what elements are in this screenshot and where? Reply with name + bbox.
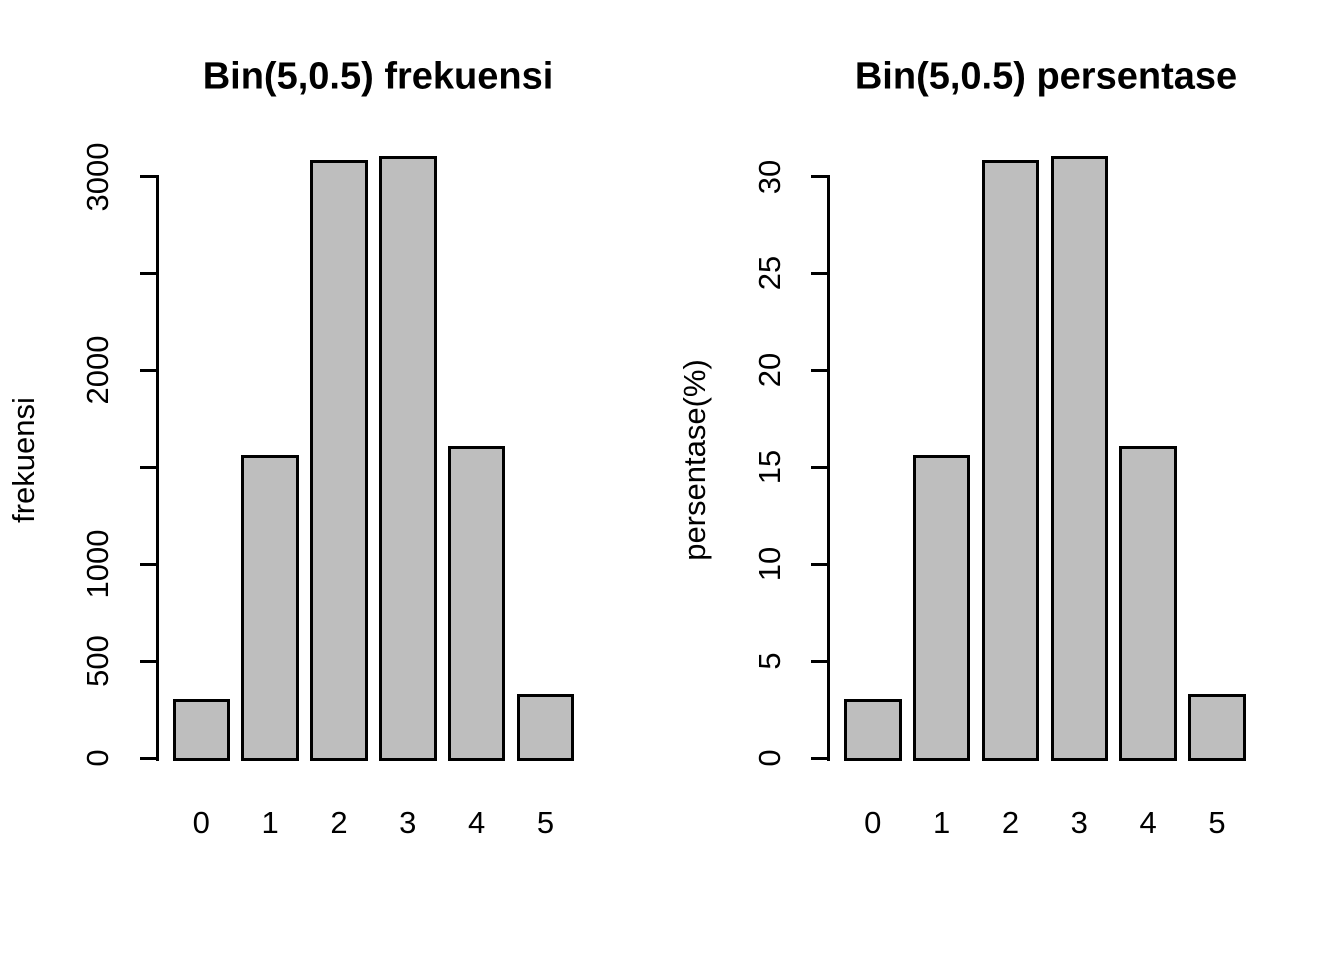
x-tick-label: 2 xyxy=(330,805,348,840)
x-tick-label: 4 xyxy=(468,805,486,840)
bar-4 xyxy=(1119,445,1177,761)
y-axis-tick xyxy=(811,271,827,275)
y-tick-label: 20 xyxy=(751,353,787,388)
y-axis-label-percentage: persentase(%) xyxy=(677,359,712,561)
y-tick-label: 500 xyxy=(80,635,115,687)
y-tick-label: 5 xyxy=(751,652,787,670)
y-axis-tick xyxy=(811,175,827,178)
y-tick-label: 10 xyxy=(751,546,787,582)
bar-2 xyxy=(981,160,1040,761)
bar-5 xyxy=(516,694,575,761)
bar-4 xyxy=(447,445,506,761)
y-axis-tick xyxy=(139,756,156,760)
x-tick-label: 4 xyxy=(1139,805,1157,840)
y-tick-label: 3000 xyxy=(80,142,115,211)
bar-0 xyxy=(172,698,230,761)
y-tick-label: 30 xyxy=(751,159,787,194)
bar-1 xyxy=(912,454,971,761)
x-tick-label: 0 xyxy=(192,805,210,840)
x-tick-label: 5 xyxy=(1208,805,1226,840)
y-tick-label: 25 xyxy=(751,256,787,291)
y-axis-line xyxy=(155,175,159,761)
y-axis-tick xyxy=(811,659,827,663)
y-axis-tick xyxy=(139,175,156,178)
bar-1 xyxy=(241,454,299,761)
y-tick-label: 0 xyxy=(751,749,787,767)
y-tick-label: 2000 xyxy=(80,335,115,405)
y-axis-tick xyxy=(139,562,156,566)
y-axis-tick xyxy=(139,659,156,663)
y-tick-label: 1000 xyxy=(80,529,115,599)
x-tick-label: 5 xyxy=(536,805,555,840)
bar-5 xyxy=(1188,694,1246,761)
y-axis-tick xyxy=(139,368,156,372)
y-tick-label: 15 xyxy=(751,450,787,485)
y-axis-tick xyxy=(139,271,156,275)
bar-2 xyxy=(310,160,368,761)
bar-0 xyxy=(844,698,902,761)
chart-title-percentage: Bin(5,0.5) persentase xyxy=(854,55,1238,98)
y-axis-tick xyxy=(811,756,827,760)
x-tick-label: 2 xyxy=(1001,805,1020,840)
y-axis-tick xyxy=(811,465,827,469)
x-tick-label: 3 xyxy=(1070,805,1088,840)
chart-title-frequency: Bin(5,0.5) frekuensi xyxy=(202,55,554,98)
x-tick-label: 1 xyxy=(261,805,279,840)
y-tick-label: 0 xyxy=(80,749,115,767)
bar-3 xyxy=(379,156,437,761)
x-tick-label: 1 xyxy=(932,805,951,840)
y-axis-tick xyxy=(811,562,827,566)
x-tick-label: 0 xyxy=(864,805,882,840)
y-axis-tick xyxy=(811,368,827,372)
bar-3 xyxy=(1050,156,1109,761)
y-axis-line xyxy=(827,175,830,761)
y-axis-label-frequency: frekuensi xyxy=(6,397,41,523)
x-tick-label: 3 xyxy=(399,805,417,840)
y-axis-tick xyxy=(139,465,156,469)
